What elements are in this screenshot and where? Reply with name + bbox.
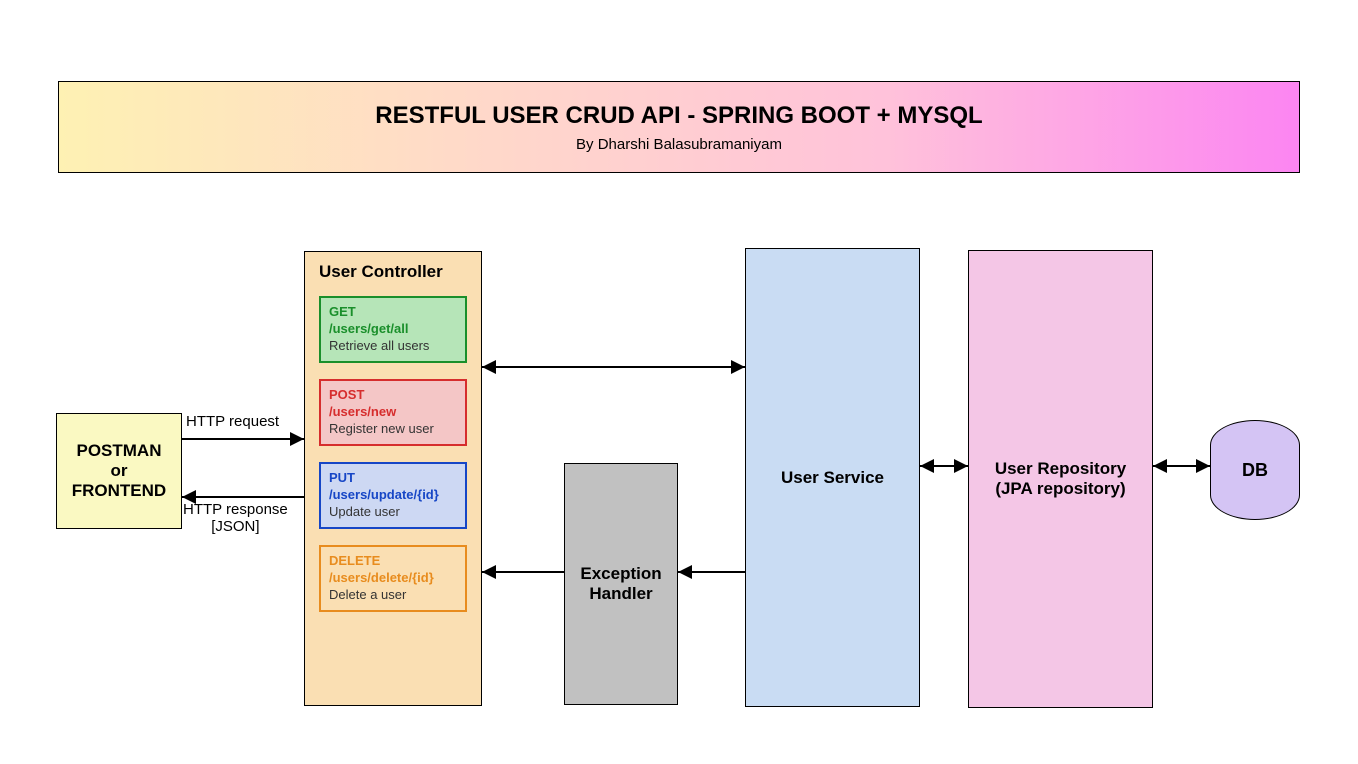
node-user-controller: User Controller GET/users/get/all Retriev… <box>304 251 482 706</box>
method-name: PUT <box>329 470 457 485</box>
user-controller-methods: GET/users/get/allRetrieve all usersPOST/… <box>305 296 481 612</box>
page-title: RESTFUL USER CRUD API - SPRING BOOT + MY… <box>375 102 982 130</box>
exception-handler-label: Exception Handler <box>574 564 667 604</box>
title-banner: RESTFUL USER CRUD API - SPRING BOOT + MY… <box>58 81 1300 173</box>
user-controller-title: User Controller <box>305 252 481 290</box>
node-db: DB <box>1210 420 1300 520</box>
method-delete: DELETE/users/delete/{id} Delete a user <box>319 545 467 612</box>
method-path: /users/new <box>329 404 457 419</box>
method-path: /users/get/all <box>329 321 457 336</box>
node-client: POSTMAN or FRONTEND <box>56 413 182 529</box>
node-user-repository: User Repository (JPA repository) <box>968 250 1153 708</box>
method-put: PUT/users/update/{id} Update user <box>319 462 467 529</box>
user-repository-label: User Repository (JPA repository) <box>995 459 1126 499</box>
edge-label-req: HTTP request <box>186 413 279 430</box>
node-client-label: POSTMAN or FRONTEND <box>72 441 166 501</box>
page-subtitle: By Dharshi Balasubramaniyam <box>576 136 782 153</box>
method-desc: Retrieve all users <box>329 338 457 353</box>
method-name: DELETE <box>329 553 457 568</box>
user-service-label: User Service <box>781 468 884 488</box>
method-path: /users/update/{id} <box>329 487 457 502</box>
method-path: /users/delete/{id} <box>329 570 457 585</box>
edge-label-res: HTTP response[JSON] <box>183 501 288 535</box>
method-post: POST/users/new Register new user <box>319 379 467 446</box>
method-name: POST <box>329 387 457 402</box>
method-name: GET <box>329 304 457 319</box>
method-desc: Update user <box>329 504 457 519</box>
node-user-service: User Service <box>745 248 920 707</box>
node-exception-handler: Exception Handler <box>564 463 678 705</box>
db-label: DB <box>1242 460 1268 481</box>
method-desc: Register new user <box>329 421 457 436</box>
method-get: GET/users/get/all Retrieve all users <box>319 296 467 363</box>
method-desc: Delete a user <box>329 587 457 602</box>
